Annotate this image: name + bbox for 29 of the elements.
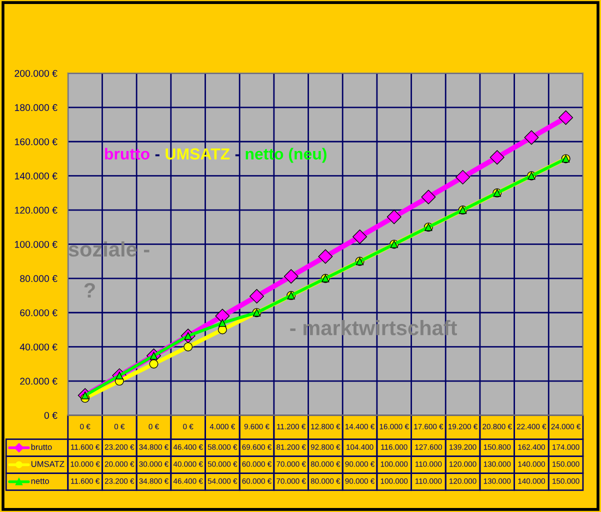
point xyxy=(215,308,230,324)
y-tick-label: 80.000 € xyxy=(20,275,58,282)
legend-label: netto xyxy=(31,478,50,484)
y-tick-label: 200.000 € xyxy=(14,70,58,77)
legend-label: brutto xyxy=(31,444,52,450)
y-tick-label: 40.000 € xyxy=(20,344,58,350)
y-tick-label: 60.000 € xyxy=(20,309,58,316)
point xyxy=(386,210,402,224)
point xyxy=(184,342,193,352)
y-tick-label: 20.000 € xyxy=(20,378,58,385)
point xyxy=(318,249,333,264)
y-tick-label: 0 € xyxy=(44,412,58,419)
legend-label: UMSATZ xyxy=(31,461,64,467)
point xyxy=(490,150,504,165)
point xyxy=(284,269,298,284)
point xyxy=(218,319,226,327)
annotation: ? xyxy=(84,282,95,298)
point xyxy=(456,170,470,184)
point xyxy=(421,190,436,204)
point xyxy=(149,359,158,368)
point xyxy=(250,288,264,304)
point xyxy=(352,229,368,244)
y-tick-label: 180.000 € xyxy=(14,104,58,112)
y-tick-label: 160.000 € xyxy=(14,138,58,146)
y-tick-label: 100.000 € xyxy=(14,240,58,248)
point xyxy=(524,130,539,145)
y-tick-label: 140.000 € xyxy=(14,172,58,180)
point xyxy=(558,110,574,125)
y-tick-label: 120.000 € xyxy=(14,206,58,214)
